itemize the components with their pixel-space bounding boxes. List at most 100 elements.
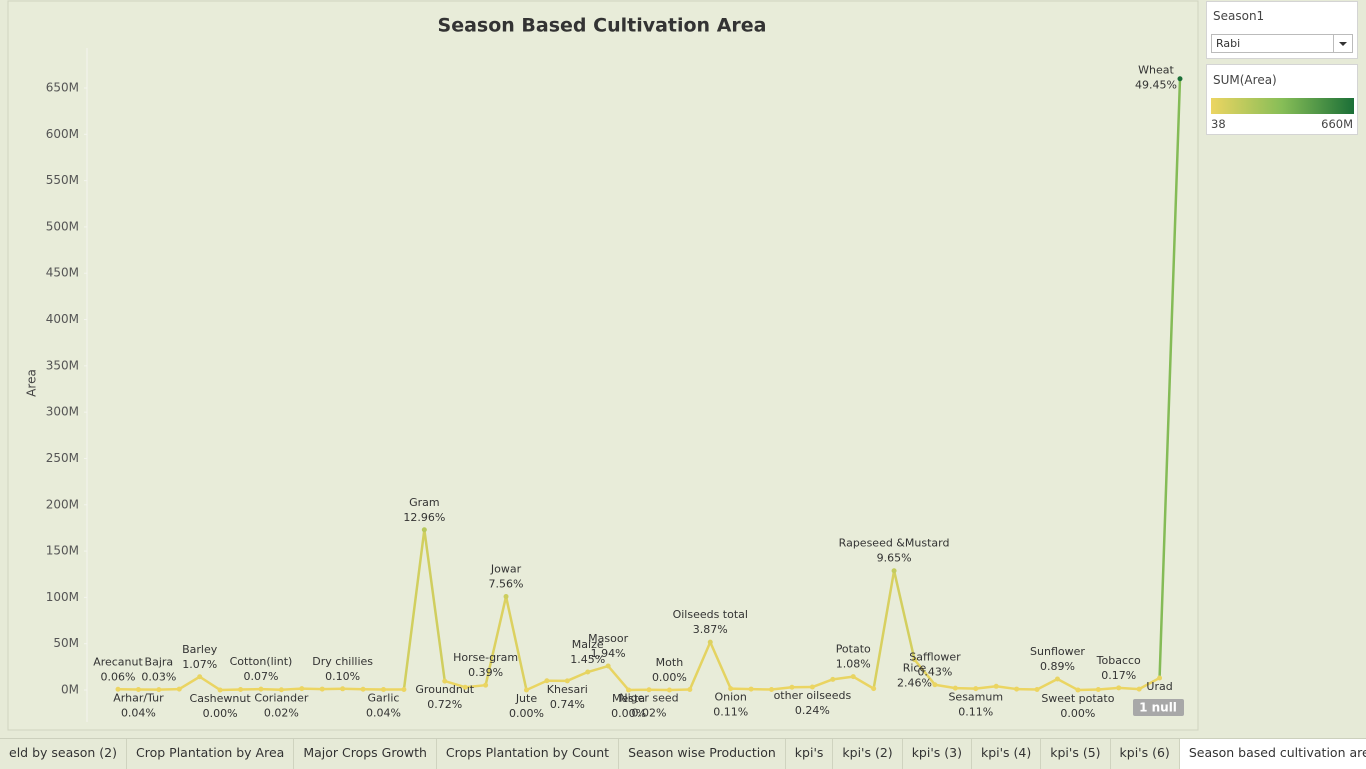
point xyxy=(238,687,243,692)
sheet-tab[interactable]: kpi's (5) xyxy=(1041,739,1110,769)
line-segment xyxy=(281,689,301,690)
point xyxy=(1116,685,1121,690)
point-label: Jowar xyxy=(490,563,522,576)
sheet-tab[interactable]: kpi's xyxy=(786,739,834,769)
point xyxy=(994,684,999,689)
y-axis-title: Area xyxy=(25,369,39,397)
y-tick-label: 250M xyxy=(46,451,79,465)
y-tick-label: 300M xyxy=(46,405,79,419)
point-label: Jute xyxy=(515,692,538,705)
line-segment xyxy=(261,689,281,690)
chart: Season Based Cultivation Area Area 0M50M… xyxy=(0,0,1200,736)
point-label: Horse-gram xyxy=(453,651,518,664)
sheet-tab[interactable]: eld by season (2) xyxy=(0,739,127,769)
point-label: Bajra xyxy=(145,656,174,669)
value-label: 0.07% xyxy=(243,670,278,683)
point xyxy=(340,686,345,691)
point xyxy=(422,527,427,532)
value-label: 0.03% xyxy=(141,671,176,684)
value-label: 0.43% xyxy=(917,666,952,679)
y-tick-label: 100M xyxy=(46,590,79,604)
value-label: 12.96% xyxy=(403,511,445,524)
point xyxy=(361,687,366,692)
point xyxy=(667,687,672,692)
point xyxy=(851,674,856,679)
point-label: Gram xyxy=(409,496,440,509)
value-label: 0.00% xyxy=(509,707,544,720)
point xyxy=(749,687,754,692)
sheet-tab[interactable]: Major Crops Growth xyxy=(294,739,437,769)
point xyxy=(197,674,202,679)
filter-value: Rabi xyxy=(1216,37,1240,50)
y-tick-label: 0M xyxy=(61,683,79,697)
value-label: 0.17% xyxy=(1101,669,1136,682)
point-label: Barley xyxy=(182,643,218,656)
filter-title: Season1 xyxy=(1213,9,1264,23)
point-label: Safflower xyxy=(909,651,961,664)
value-label: 0.11% xyxy=(958,706,993,719)
y-tick-label: 50M xyxy=(53,636,79,650)
point xyxy=(606,664,611,669)
point xyxy=(1055,676,1060,681)
sheet-tab[interactable]: Season wise Production xyxy=(619,739,786,769)
value-label: 0.06% xyxy=(101,670,136,683)
point-label: Wheat xyxy=(1138,64,1174,77)
legend-max: 660M xyxy=(1321,117,1353,131)
sheet-tab[interactable]: kpi's (2) xyxy=(833,739,902,769)
point-label: Potato xyxy=(836,643,871,656)
point-label: Khesari xyxy=(547,683,588,696)
y-tick-label: 200M xyxy=(46,497,79,511)
value-label: 0.00% xyxy=(203,707,238,720)
point xyxy=(463,685,468,690)
point xyxy=(177,687,182,692)
filter-dropdown[interactable]: Rabi xyxy=(1211,34,1353,53)
value-label: 0.00% xyxy=(652,671,687,684)
value-label: 0.02% xyxy=(632,707,667,720)
point-label: Coriander xyxy=(254,692,308,705)
y-tick-label: 400M xyxy=(46,312,79,326)
value-label: 49.45% xyxy=(1135,79,1177,92)
chart-panel xyxy=(8,1,1198,730)
value-label: 3.87% xyxy=(693,623,728,636)
point-label: Arhar/Tur xyxy=(113,692,164,705)
point-label: Rapeseed &Mustard xyxy=(839,537,950,550)
point xyxy=(320,687,325,692)
point-label: Oilseeds total xyxy=(673,608,748,621)
point xyxy=(1035,687,1040,692)
value-label: 1.07% xyxy=(182,658,217,671)
sheet-tab[interactable]: Crops Plantation by Count xyxy=(437,739,619,769)
point-label: Garlic xyxy=(368,692,400,705)
dropdown-button[interactable] xyxy=(1333,35,1352,52)
point xyxy=(504,594,509,599)
y-tick-label: 350M xyxy=(46,358,79,372)
y-tick-label: 150M xyxy=(46,544,79,558)
null-indicator[interactable]: 1 null xyxy=(1139,701,1177,715)
point-label: Cashewnut xyxy=(190,692,252,705)
sheet-tab[interactable]: kpi's (4) xyxy=(972,739,1041,769)
point-label: Sunflower xyxy=(1030,645,1085,658)
color-legend: SUM(Area) 38 660M xyxy=(1206,64,1358,135)
point xyxy=(585,670,590,675)
point xyxy=(871,686,876,691)
legend-gradient xyxy=(1211,98,1354,114)
filter-panel: Season1 Rabi xyxy=(1206,1,1358,59)
point xyxy=(708,640,713,645)
value-label: 0.02% xyxy=(264,707,299,720)
sheet-tab[interactable]: kpi's (3) xyxy=(903,739,972,769)
y-tick-label: 650M xyxy=(46,81,79,95)
value-label: 7.56% xyxy=(489,578,524,591)
value-label: 1.08% xyxy=(836,658,871,671)
sheet-tab[interactable]: Season based cultivation area xyxy=(1180,739,1366,769)
value-label: 0.04% xyxy=(121,707,156,720)
y-tick-label: 450M xyxy=(46,266,79,280)
point-label: Dry chillies xyxy=(312,655,373,668)
point xyxy=(156,687,161,692)
sheet-tab[interactable]: Crop Plantation by Area xyxy=(127,739,294,769)
point xyxy=(401,687,406,692)
value-label: 1.94% xyxy=(591,647,626,660)
legend-min: 38 xyxy=(1211,117,1226,131)
value-label: 0.24% xyxy=(795,704,830,717)
value-label: 0.11% xyxy=(713,706,748,719)
sheet-tab[interactable]: kpi's (6) xyxy=(1111,739,1180,769)
